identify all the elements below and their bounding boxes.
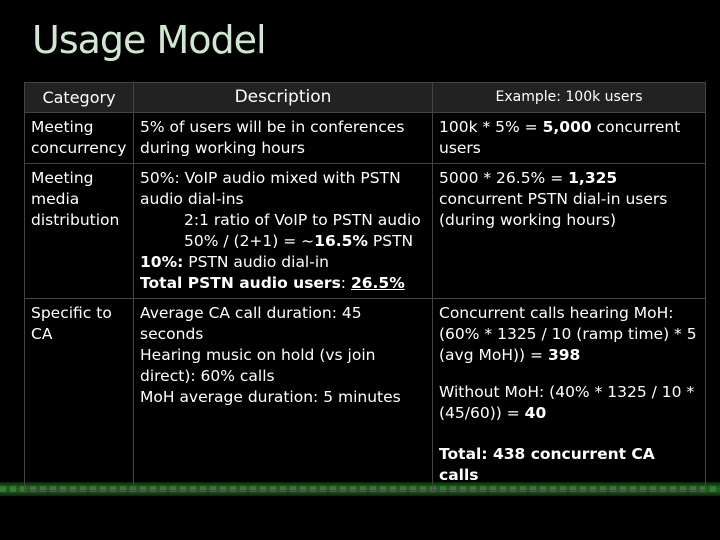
row-category: Meeting media distribution — [24, 163, 134, 299]
row-description: 50%: VoIP audio mixed with PSTN audio di… — [133, 163, 433, 299]
example-value: 398 — [547, 346, 581, 364]
example-text: Concurrent calls hearing MoH: (60% * 132… — [439, 304, 697, 364]
row-example: 100k * 5% = 5,000 concurrent users — [432, 112, 706, 164]
example-value: 40 — [524, 404, 547, 422]
example-text: 100k * 5% = — [439, 118, 543, 136]
row-category: Specific to CA — [24, 298, 134, 491]
row-example: Concurrent calls hearing MoH: (60% * 132… — [432, 298, 706, 491]
description-line: Total PSTN audio users: 26.5% — [140, 274, 405, 292]
header-category: Category — [24, 82, 134, 113]
example-text: concurrent users — [439, 118, 681, 157]
slide-title: Usage Model — [32, 18, 267, 62]
row-description: Average CA call duration: 45 seconds Hea… — [133, 298, 433, 491]
row-example: 5000 * 26.5% = 1,325 concurrent PSTN dia… — [432, 163, 706, 299]
table-header-row: Category Description Example: 100k users — [24, 82, 706, 113]
description-line: 50%: VoIP audio mixed with PSTN audio di… — [140, 169, 401, 208]
table-row: Meeting concurrency 5% of users will be … — [24, 112, 706, 164]
table-row: Specific to CA Average CA call duration:… — [24, 298, 706, 491]
description-line: Hearing music on hold (vs join direct): … — [140, 346, 376, 385]
row-description: 5% of users will be in conferences durin… — [133, 112, 433, 164]
header-example: Example: 100k users — [432, 82, 706, 113]
example-value: 5,000 — [542, 118, 592, 136]
description-line: Average CA call duration: 45 seconds — [140, 304, 362, 343]
description-line: 2:1 ratio of VoIP to PSTN audio — [184, 211, 421, 229]
header-description: Description — [133, 82, 433, 113]
example-text: concurrent PSTN dial-in users (during wo… — [439, 190, 668, 229]
usage-model-table: Category Description Example: 100k users… — [24, 82, 706, 491]
row-category: Meeting concurrency — [24, 112, 134, 164]
example-text: 5000 * 26.5% = — [439, 169, 569, 187]
example-text: Without MoH: (40% * 1325 / 10 * (45/60))… — [439, 383, 695, 422]
table-row: Meeting media distribution 50%: VoIP aud… — [24, 163, 706, 299]
example-value: 1,325 — [568, 169, 618, 187]
description-line: 10%: PSTN audio dial-in — [140, 253, 329, 271]
description-line: 50% / (2+1) = ~16.5% PSTN — [184, 232, 414, 250]
example-total: Total: 438 concurrent CA calls — [439, 445, 655, 484]
description-line: MoH average duration: 5 minutes — [140, 388, 401, 406]
